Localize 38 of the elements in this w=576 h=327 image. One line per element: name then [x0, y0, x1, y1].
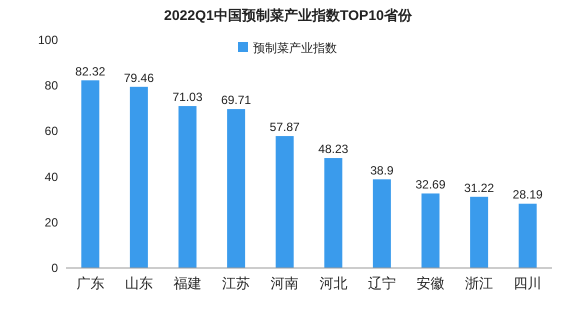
- x-tick-label: 四川: [514, 275, 542, 291]
- x-tick-label: 辽宁: [368, 275, 396, 291]
- bar: [130, 86, 148, 268]
- bar: [422, 193, 440, 268]
- data-label: 38.9: [370, 163, 394, 178]
- x-tick-label: 福建: [174, 275, 202, 291]
- bar: [178, 106, 196, 268]
- x-tick-label: 安徽: [416, 275, 444, 291]
- chart-title: 2022Q1中国预制菜产业指数TOP10省份: [164, 7, 413, 23]
- x-tick-label: 浙江: [465, 275, 494, 291]
- x-tick-label: 江苏: [222, 275, 250, 291]
- x-tick-label: 山东: [124, 275, 153, 291]
- data-label: 57.87: [270, 120, 300, 134]
- bar: [372, 179, 391, 268]
- y-tick-label: 100: [38, 33, 58, 47]
- data-label: 71.03: [172, 90, 203, 104]
- y-tick-label: 20: [44, 215, 58, 230]
- y-tick-label: 0: [51, 261, 58, 275]
- data-label: 31.22: [464, 180, 494, 195]
- data-label: 32.69: [415, 177, 446, 192]
- bar: [518, 204, 537, 268]
- x-tick-label: 河南: [270, 275, 299, 291]
- data-label: 82.32: [75, 64, 106, 78]
- data-label: 48.23: [318, 142, 349, 156]
- bar: [470, 196, 488, 268]
- data-label: 28.19: [512, 188, 544, 202]
- legend-label: 预制菜产业指数: [253, 41, 337, 55]
- x-tick-label: 河北: [319, 275, 348, 291]
- data-label: 79.46: [124, 70, 154, 85]
- x-tick-label: 广东: [76, 275, 104, 291]
- y-tick-label: 60: [44, 124, 58, 138]
- y-tick-label: 40: [44, 170, 58, 184]
- bar: [276, 136, 294, 268]
- y-tick-label: 80: [44, 78, 58, 93]
- bar: [324, 158, 342, 268]
- bar: [227, 109, 246, 268]
- data-label: 69.71: [221, 93, 252, 108]
- bar: [81, 80, 100, 268]
